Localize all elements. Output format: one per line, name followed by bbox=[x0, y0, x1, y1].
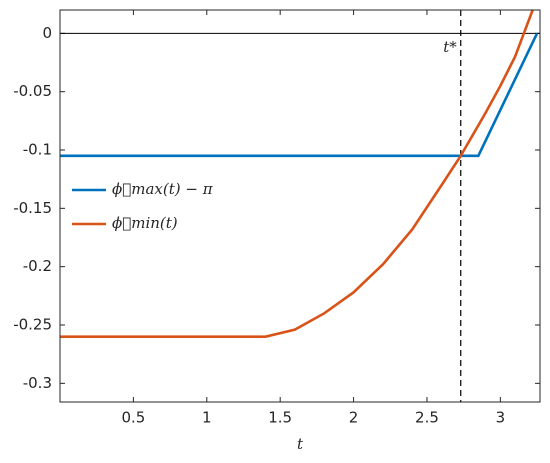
x-tick-label: 1.5 bbox=[268, 409, 292, 427]
line-series bbox=[60, 10, 534, 338]
y-tick-label: -0.1 bbox=[23, 141, 52, 159]
y-tick-label: -0.25 bbox=[13, 316, 52, 334]
x-tick-label: 2 bbox=[349, 409, 359, 427]
plot-frame bbox=[59, 9, 541, 403]
y-tick-label: -0.05 bbox=[13, 82, 52, 100]
y-tick-label: -0.2 bbox=[23, 257, 52, 275]
x-axis-label: t bbox=[297, 435, 304, 453]
x-tick-label: 0.5 bbox=[121, 409, 145, 427]
line-series bbox=[60, 32, 539, 158]
legend-label: ϕ⃗min(t) bbox=[112, 214, 178, 232]
annotation: t* bbox=[443, 38, 457, 56]
x-tick-label: 2.5 bbox=[415, 409, 439, 427]
x-tick-label: 3 bbox=[496, 409, 506, 427]
x-tick-label: 1 bbox=[202, 409, 212, 427]
y-tick-label: -0.3 bbox=[23, 374, 52, 392]
y-tick-label: 0 bbox=[42, 24, 52, 42]
y-tick-label: -0.15 bbox=[13, 199, 52, 217]
legend-label: ϕ⃖max(t) − π bbox=[112, 180, 214, 198]
